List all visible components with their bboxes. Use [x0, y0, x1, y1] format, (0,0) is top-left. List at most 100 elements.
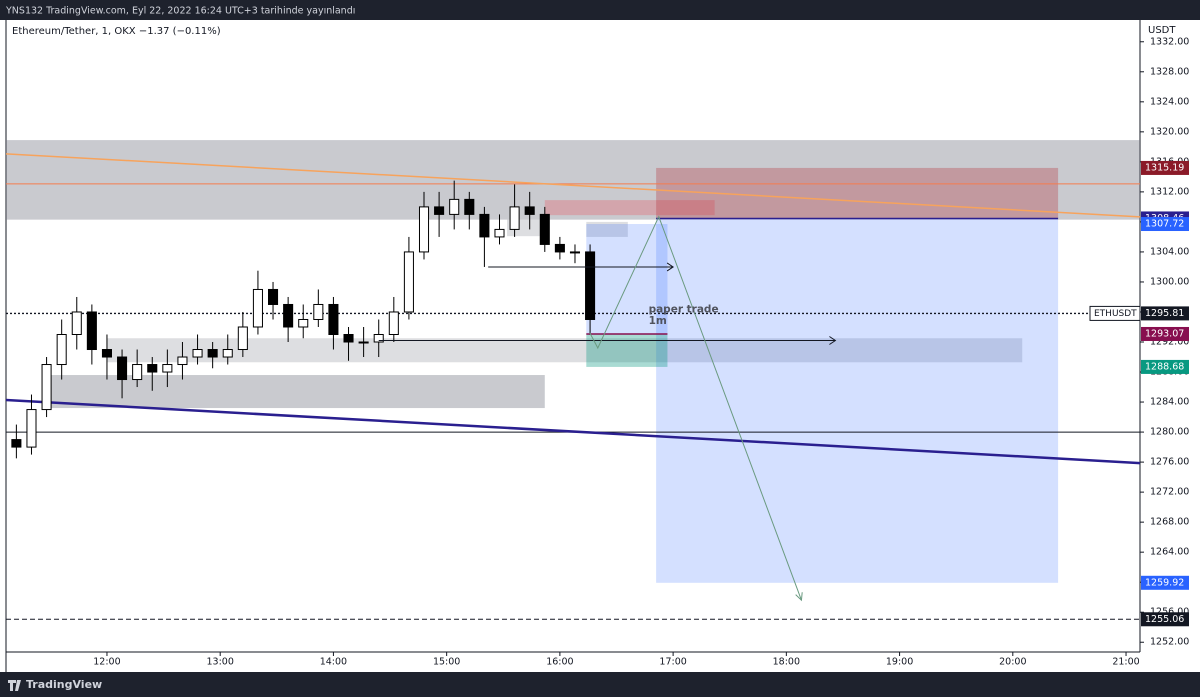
candle-body	[117, 356, 128, 381]
x-tick-label: 13:00	[206, 657, 233, 668]
price-label: 1307.72	[1145, 219, 1184, 230]
price-label-bg	[1141, 160, 1189, 175]
y-tick-label: 1268.00	[1150, 517, 1189, 528]
y-tick-label: 1300.00	[1150, 276, 1189, 287]
header-text: YNS132 TradingView.com, Eyl 22, 2022 16:…	[5, 6, 355, 17]
candle-body	[298, 318, 309, 328]
y-tick-label: 1256.00	[1150, 607, 1189, 618]
candle-body	[132, 364, 143, 381]
candle-body	[252, 288, 263, 328]
candle-body	[449, 198, 460, 215]
arrow-head	[829, 336, 837, 345]
candle-body	[41, 364, 52, 411]
candle-body	[403, 251, 414, 313]
candle-body	[464, 198, 475, 215]
y-tick-label: 1324.00	[1150, 96, 1189, 107]
symbol-label: ETHUSDT	[1094, 309, 1137, 319]
candle-body	[388, 311, 399, 335]
note: paper trade	[649, 304, 719, 316]
candle-body	[434, 206, 445, 215]
candle-body	[313, 303, 324, 320]
candle-body	[237, 326, 248, 351]
note: 1m	[649, 315, 667, 327]
y-tick-label: 1292.00	[1150, 337, 1189, 348]
candle-body	[479, 213, 490, 238]
price-label-bg	[1141, 306, 1189, 321]
header-bar	[0, 0, 1200, 20]
candle-body	[585, 251, 596, 320]
x-tick-label: 20:00	[999, 657, 1026, 668]
zone	[656, 218, 1059, 583]
price-label: 1259.92	[1145, 577, 1184, 588]
zone	[106, 338, 1023, 363]
zone	[544, 200, 715, 216]
price-label-bg	[1141, 326, 1189, 341]
y-tick-label: 1320.00	[1150, 126, 1189, 137]
y-tick-label: 1328.00	[1150, 66, 1189, 77]
x-tick-label: 12:00	[93, 657, 120, 668]
footer-bar	[0, 672, 1200, 697]
x-tick-label: 16:00	[546, 657, 573, 668]
candle-body	[509, 206, 520, 230]
candle-body	[539, 213, 550, 245]
y-axis-label: USDT	[1148, 25, 1176, 36]
zone	[586, 224, 668, 334]
y-tick-label: 1264.00	[1150, 547, 1189, 558]
price-label: 1288.68	[1145, 361, 1184, 372]
candle-body	[494, 228, 505, 238]
candle-body	[554, 243, 565, 253]
x-tick-label: 14:00	[320, 657, 347, 668]
drawing-line	[5, 398, 1141, 465]
candle-body	[177, 356, 188, 366]
symbol-label-bg	[1089, 305, 1141, 321]
projection-path	[589, 215, 802, 601]
zone	[50, 375, 545, 409]
footer-logo	[8, 680, 21, 691]
y-tick-label: 1312.00	[1150, 186, 1189, 197]
candle-body	[207, 349, 218, 358]
candle-body	[86, 311, 97, 351]
candle-body	[101, 349, 112, 358]
price-label: 1293.07	[1145, 328, 1184, 339]
arrow-head	[666, 262, 675, 272]
arrow-head	[795, 592, 803, 602]
candle-body	[147, 364, 158, 373]
price-label: 1255.06	[1145, 614, 1184, 625]
x-tick-label: 17:00	[659, 657, 686, 668]
candle-body	[373, 333, 384, 343]
candle-body	[26, 409, 37, 448]
candle-body	[56, 333, 67, 366]
candle-body	[162, 364, 173, 373]
candle-body	[192, 349, 203, 358]
candle-body	[222, 349, 233, 358]
x-tick-label: 21:00	[1112, 657, 1139, 668]
y-tick-label: 1272.00	[1150, 487, 1189, 498]
price-label-bg	[1141, 359, 1189, 374]
zone	[586, 221, 628, 237]
footer-brand: TradingView	[26, 678, 102, 691]
candle-body	[328, 303, 339, 335]
chart-title: Ethereum/Tether, 1, OKX −1.37 (−0.11%)	[12, 26, 221, 37]
price-label-bg	[1141, 575, 1189, 590]
candle-body	[418, 206, 430, 253]
candle-body	[358, 341, 369, 344]
y-tick-label: 1284.00	[1150, 397, 1189, 408]
candle-body	[524, 206, 535, 215]
price-label-bg	[1141, 217, 1189, 232]
y-tick-label: 1332.00	[1150, 36, 1189, 47]
y-tick-label: 1276.00	[1150, 457, 1189, 468]
candle-body	[268, 288, 279, 305]
y-tick-label: 1252.00	[1150, 637, 1189, 648]
y-tick-label: 1304.00	[1150, 246, 1189, 257]
x-tick-label: 19:00	[886, 657, 913, 668]
zone	[586, 333, 668, 367]
candle-body	[569, 251, 581, 254]
x-tick-label: 15:00	[433, 657, 460, 668]
drawing-line	[5, 153, 1141, 218]
candle-body	[71, 311, 82, 335]
candle-body	[283, 303, 294, 328]
candle-body	[343, 333, 354, 343]
price-label: 1315.19	[1145, 162, 1184, 173]
